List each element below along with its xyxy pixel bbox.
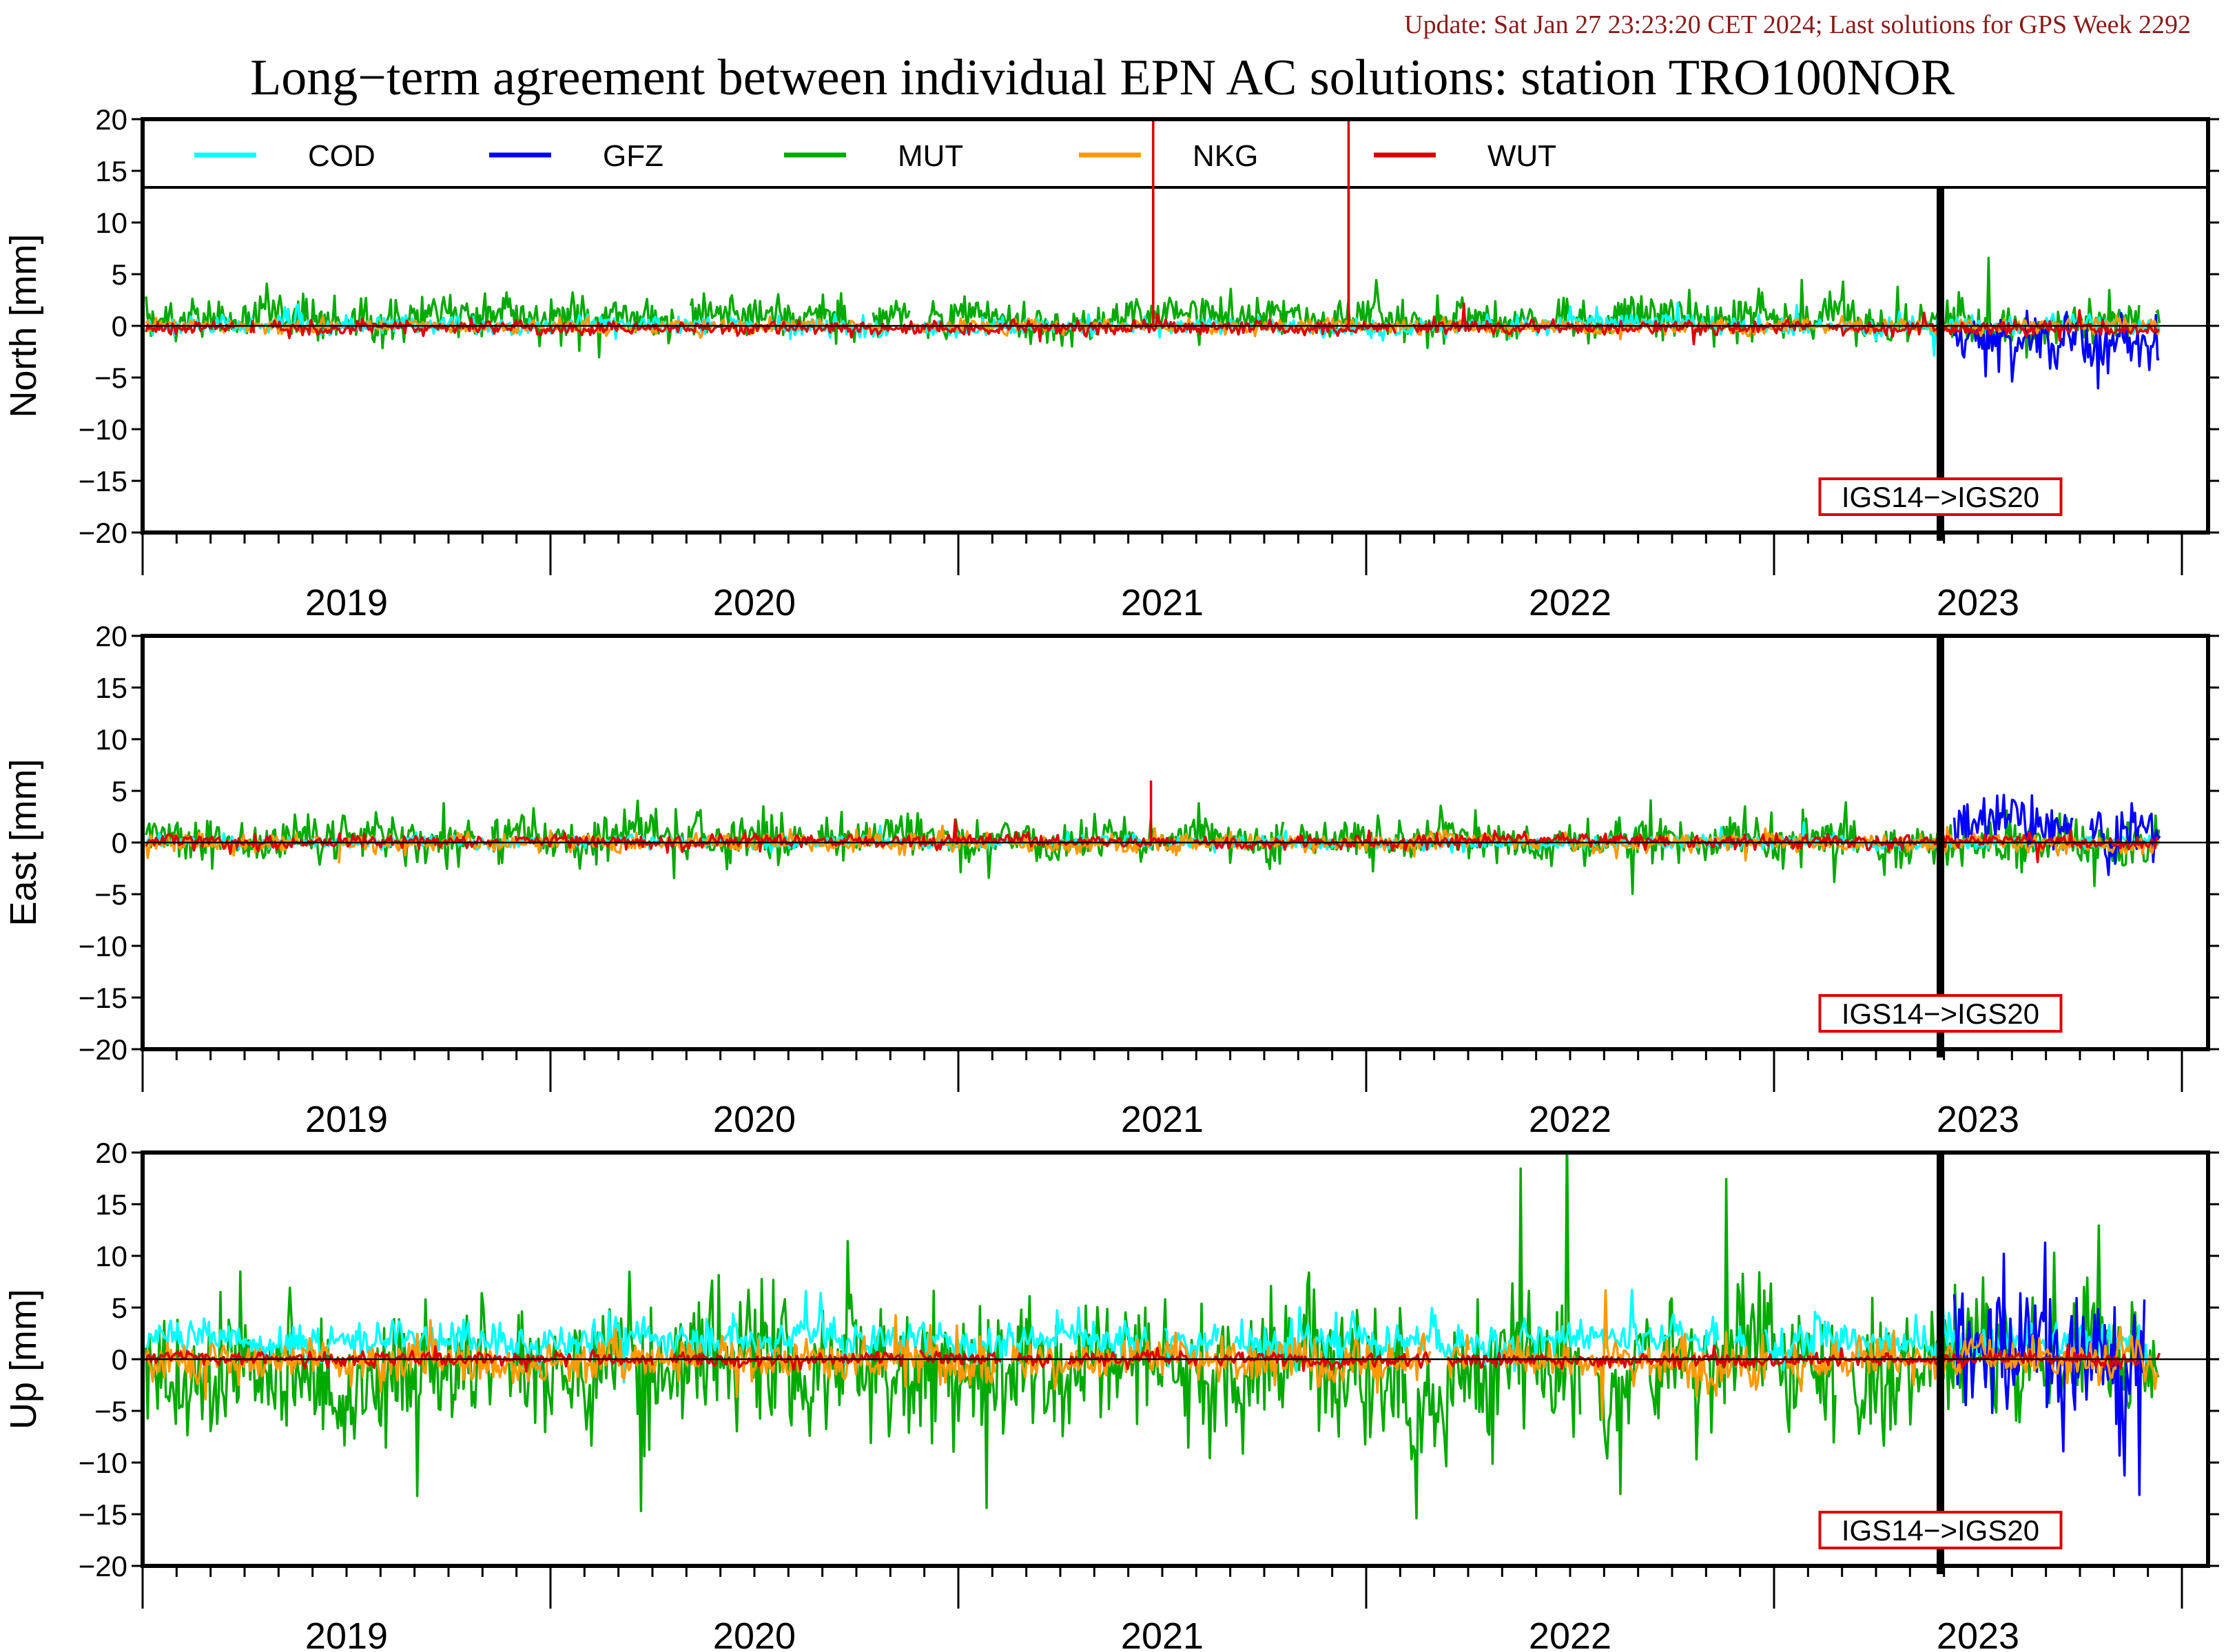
legend-label-mut: MUT [898,139,963,173]
x-tick-label: 2020 [713,1099,796,1140]
panel-up: IGS14−>IGS20 −20 −15 −10 −5 0 5 10 15 20 Up [mm] 20… [3,1137,2219,1652]
y-tick-label: 0 [112,827,127,859]
y-tick-label: 10 [95,207,127,239]
y-tick-label: −15 [79,465,127,497]
legend-box [141,118,2209,189]
x-axis: 2019 2020 2021 2022 2023 [141,1049,2183,1140]
annotation-box [1818,1511,2063,1549]
y-tick-label: −10 [79,1447,127,1479]
x-tick-label: 2023 [1937,582,2019,623]
x-tick-label: 2021 [1121,1099,1204,1140]
y-tick-label: 10 [95,723,127,756]
annotation-box [1818,994,2063,1033]
series-group [145,1153,2161,1520]
series-line-gfz [1952,309,2160,390]
series-line-gfz [1952,794,2074,851]
y-tick-label: −5 [94,1395,127,1427]
series-line-mut [1554,256,2141,359]
legend-label-nkg: NKG [1193,139,1258,173]
annotation-box [1818,477,2063,516]
series-line-nkg [1446,1334,1470,1379]
series-line-wut [1016,1352,1053,1368]
y-tick-label: −5 [94,362,127,394]
legend-label-wut: WUT [1487,139,1556,173]
y-tick-label: −15 [79,982,127,1014]
y-tick-label: 0 [112,310,127,342]
series-line-gfz [2089,802,2161,876]
x-tick-label: 2021 [1121,1615,1204,1652]
series-line-nkg [145,1319,703,1401]
series-line-mut [817,802,1285,879]
x-tick-label: 2022 [1529,1615,1611,1652]
legend: COD GFZ MUT NKG WUT [141,118,2209,326]
y-tick-label: 0 [112,1343,127,1376]
annotation-label: IGS14−>IGS20 [1842,481,2039,513]
x-tick-label: 2022 [1529,582,1611,623]
series-line-wut [145,832,499,856]
y-tick-label: 15 [95,155,127,187]
y-tick-label: −15 [79,1498,127,1531]
legend-label-cod: COD [308,139,375,173]
series-line-nkg [1783,1325,2160,1392]
legend-label-gfz: GFZ [603,139,663,173]
x-axis: 2019 2020 2021 2022 2023 [141,533,2183,623]
y-tick-label: −20 [79,517,127,549]
chart-title: Long−term agreement between individual E… [250,50,1955,106]
series-line-mut [872,300,911,338]
x-axis: 2019 2020 2021 2022 2023 [141,1566,2183,1652]
x-tick-label: 2023 [1937,1099,2019,1140]
y-tick-label: 5 [112,258,127,291]
y-tick-label: 20 [95,620,127,652]
annotation-label: IGS14−>IGS20 [1842,1514,2039,1547]
x-tick-label: 2019 [305,582,388,623]
panels: IGS14−>IGS20 COD GFZ MUT NKG WUT −20 −15 −10 −5 0 5… [3,103,2219,1652]
series-line-mut [507,1153,1582,1520]
y-tick-label: 20 [95,1137,127,1169]
y-tick-label: 15 [95,1188,127,1221]
y-tick-label: −10 [79,413,127,446]
y-tick-label: 15 [95,672,127,704]
x-tick-label: 2019 [305,1615,388,1652]
y-tick-label: −20 [79,1550,127,1582]
y-tick-label: 10 [95,1240,127,1272]
y-axis-label: Up [mm] [3,1289,44,1429]
y-tick-label: −5 [94,878,127,911]
y-axis-label: East [mm] [3,758,44,926]
y-tick-label: −20 [79,1033,127,1066]
series-group [145,781,2161,896]
x-tick-label: 2021 [1121,582,1204,623]
y-tick-label: 5 [112,775,127,807]
x-tick-label: 2020 [713,582,796,623]
series-line-cod [1764,1292,2150,1372]
series-line-mut [2155,309,2161,324]
x-tick-label: 2019 [305,1099,388,1140]
annotation-label: IGS14−>IGS20 [1842,998,2039,1030]
series-line-cod [729,316,755,333]
y-tick-label: −10 [79,930,127,962]
series-line-wut [249,320,256,333]
y-tick-label: 20 [95,103,127,136]
series-line-mut [145,802,477,870]
y-tick-label: 5 [112,1292,127,1324]
x-tick-label: 2023 [1937,1615,2019,1652]
update-notice: Update: Sat Jan 27 23:23:20 CET 2024; La… [1404,10,2191,39]
y-axis-label: North [mm] [3,234,44,417]
panel-east: IGS14−>IGS20 −20 −15 −10 −5 0 5 10 15 20 East [mm]… [3,620,2219,1140]
panel-north: IGS14−>IGS20 COD GFZ MUT NKG WUT −20 −15 −10 −5 0 5… [3,103,2219,623]
x-tick-label: 2022 [1529,1099,1611,1140]
x-tick-label: 2020 [713,1615,796,1652]
